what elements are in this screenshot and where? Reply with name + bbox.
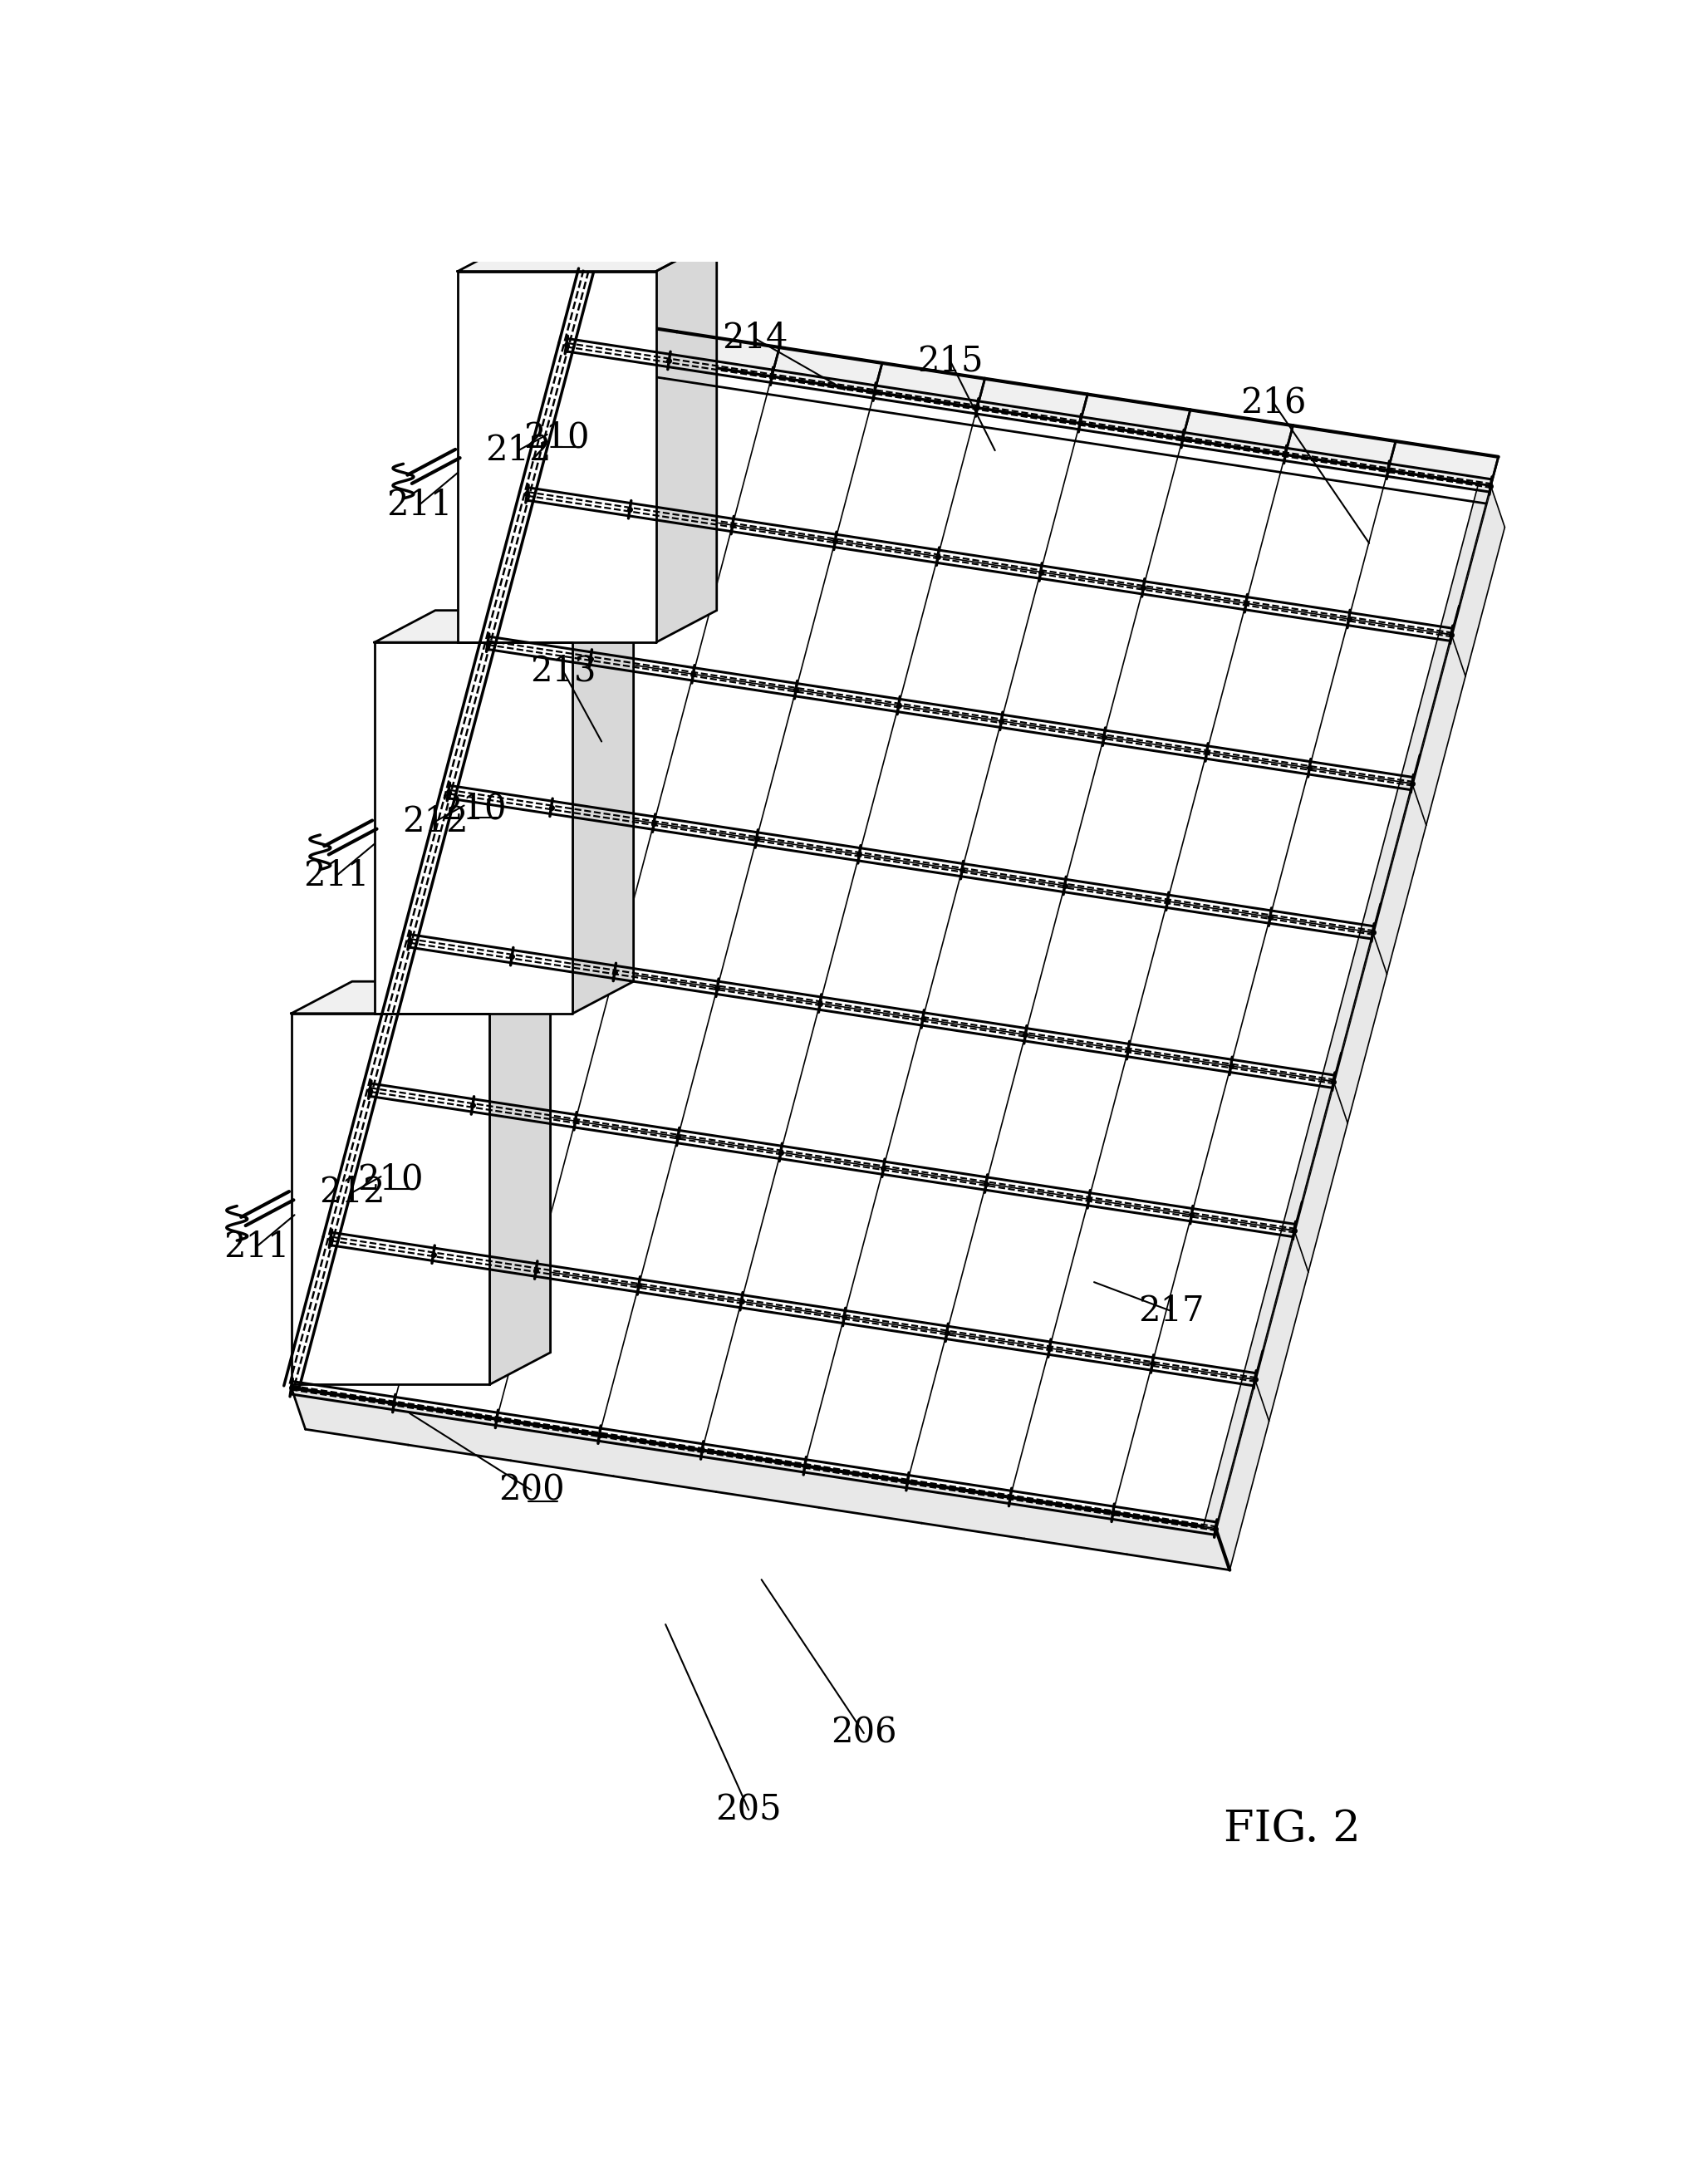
Text: 212: 212 [401, 805, 468, 840]
Polygon shape [1440, 484, 1491, 635]
Polygon shape [292, 1014, 490, 1385]
Polygon shape [458, 240, 717, 270]
Polygon shape [292, 1387, 1230, 1570]
Text: 210: 210 [524, 421, 589, 456]
Polygon shape [567, 316, 676, 360]
Polygon shape [977, 379, 1088, 423]
Polygon shape [1204, 1378, 1255, 1529]
Text: 211: 211 [302, 859, 369, 894]
Polygon shape [292, 345, 1491, 1529]
Text: 211: 211 [224, 1230, 289, 1265]
Polygon shape [1243, 1228, 1295, 1378]
Text: 216: 216 [1240, 386, 1307, 421]
Polygon shape [292, 981, 550, 1014]
Polygon shape [1283, 1080, 1334, 1230]
Text: 213: 213 [529, 654, 596, 689]
Polygon shape [1216, 486, 1505, 1570]
Text: 206: 206 [830, 1716, 897, 1751]
Text: 210: 210 [357, 1162, 424, 1197]
Text: 217: 217 [1138, 1293, 1204, 1328]
Polygon shape [1401, 632, 1452, 783]
Text: 200: 200 [499, 1472, 564, 1507]
Polygon shape [1286, 425, 1395, 469]
Polygon shape [1322, 931, 1373, 1082]
Text: 205: 205 [716, 1793, 782, 1828]
Polygon shape [874, 362, 986, 408]
Polygon shape [1389, 441, 1498, 486]
Polygon shape [352, 981, 550, 1352]
Polygon shape [1182, 410, 1293, 454]
Polygon shape [772, 347, 881, 393]
Text: 211: 211 [386, 486, 453, 521]
Polygon shape [1361, 781, 1413, 933]
Text: 210: 210 [441, 792, 507, 827]
Polygon shape [374, 611, 634, 643]
Text: 215: 215 [917, 342, 984, 377]
Polygon shape [572, 611, 634, 1014]
Text: FIG. 2: FIG. 2 [1225, 1808, 1361, 1849]
Polygon shape [374, 643, 572, 1014]
Polygon shape [670, 332, 779, 375]
Polygon shape [519, 240, 717, 611]
Polygon shape [436, 611, 634, 981]
Text: 212: 212 [485, 434, 552, 469]
Polygon shape [1079, 395, 1190, 438]
Polygon shape [458, 270, 656, 643]
Text: 214: 214 [722, 321, 787, 356]
Polygon shape [656, 240, 717, 643]
Text: 212: 212 [319, 1176, 386, 1210]
Polygon shape [490, 981, 550, 1385]
